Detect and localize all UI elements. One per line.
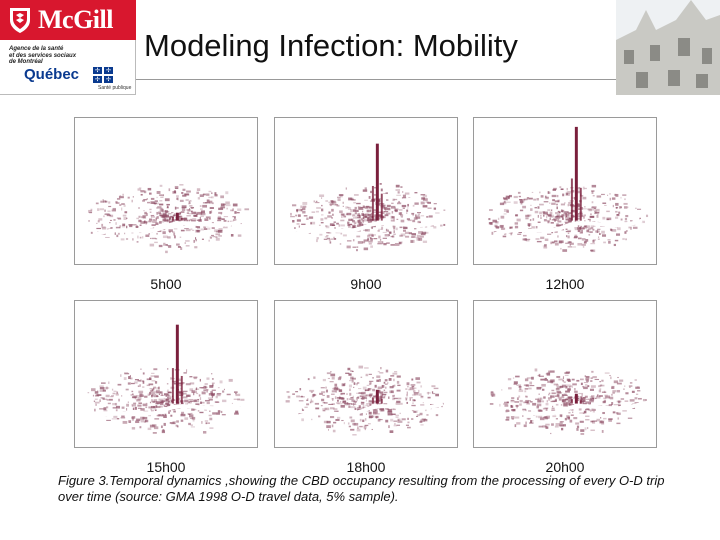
map-panel-9h00 [274, 117, 458, 265]
time-label: 15h00 [146, 459, 186, 475]
map-panel-20h00 [473, 300, 657, 448]
slide-title: Modeling Infection: Mobility [144, 28, 518, 63]
mcgill-shield-icon [10, 8, 30, 33]
logo-block: McGill Agence de la santé et des service… [0, 0, 136, 95]
map-panel-15h00 [74, 300, 258, 448]
slide-header: McGill Agence de la santé et des service… [0, 0, 720, 95]
mcgill-logo: McGill [0, 0, 136, 40]
time-label: 12h00 [545, 276, 585, 292]
time-label: 20h00 [545, 459, 585, 475]
figure-caption: Figure 3.Temporal dynamics ,showing the … [58, 473, 665, 504]
public-health-label: Santé publique [98, 85, 132, 91]
title-bar: Modeling Infection: Mobility [136, 0, 616, 80]
mcgill-wordmark: McGill [38, 5, 113, 34]
building-photo [616, 0, 720, 95]
map-panel-5h00 [74, 117, 258, 265]
time-label: 18h00 [346, 459, 386, 475]
quebec-wordmark: Québec [24, 66, 80, 83]
map-panel-12h00 [473, 117, 657, 265]
map-panel-18h00 [274, 300, 458, 448]
time-label: 9h00 [350, 276, 382, 292]
agency-name: Agence de la santé et des services socia… [9, 46, 77, 65]
quebec-flag-icon: ✢ ✢ ✢ ✢ [93, 67, 113, 83]
time-label: 5h00 [150, 276, 182, 292]
agency-logo: Agence de la santé et des services socia… [0, 40, 136, 95]
